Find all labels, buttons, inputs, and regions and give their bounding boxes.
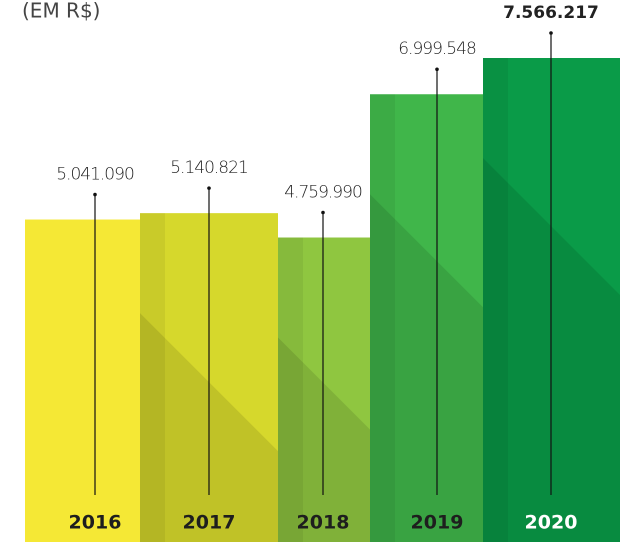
- value-label: 6.999.548: [398, 39, 476, 59]
- value-label: 7.566.217: [503, 3, 599, 23]
- x-tick-label: 2017: [183, 512, 236, 534]
- bar-shadow: [370, 194, 508, 542]
- leader-dot: [435, 67, 439, 72]
- x-tick-label: 2020: [525, 512, 578, 534]
- value-label: 4.759.990: [284, 183, 362, 203]
- value-label: 5.140.821: [170, 158, 248, 178]
- leader-dot: [549, 31, 553, 35]
- x-tick-label: 2016: [69, 512, 122, 534]
- x-tick-label: 2018: [297, 512, 350, 534]
- value-label: 5.041.090: [56, 165, 134, 185]
- leader-dot: [93, 192, 97, 197]
- bar-edge-shadow: [483, 58, 508, 542]
- bar-edge-shadow: [140, 213, 165, 542]
- leader-dot: [207, 186, 211, 190]
- bar-edge-shadow: [278, 237, 303, 542]
- bar-shadow: [278, 337, 393, 542]
- chart-subtitle: (EM R$): [22, 0, 100, 23]
- x-tick-label: 2019: [411, 512, 464, 534]
- leader-dot: [321, 210, 325, 215]
- bar-edge-shadow: [370, 94, 395, 543]
